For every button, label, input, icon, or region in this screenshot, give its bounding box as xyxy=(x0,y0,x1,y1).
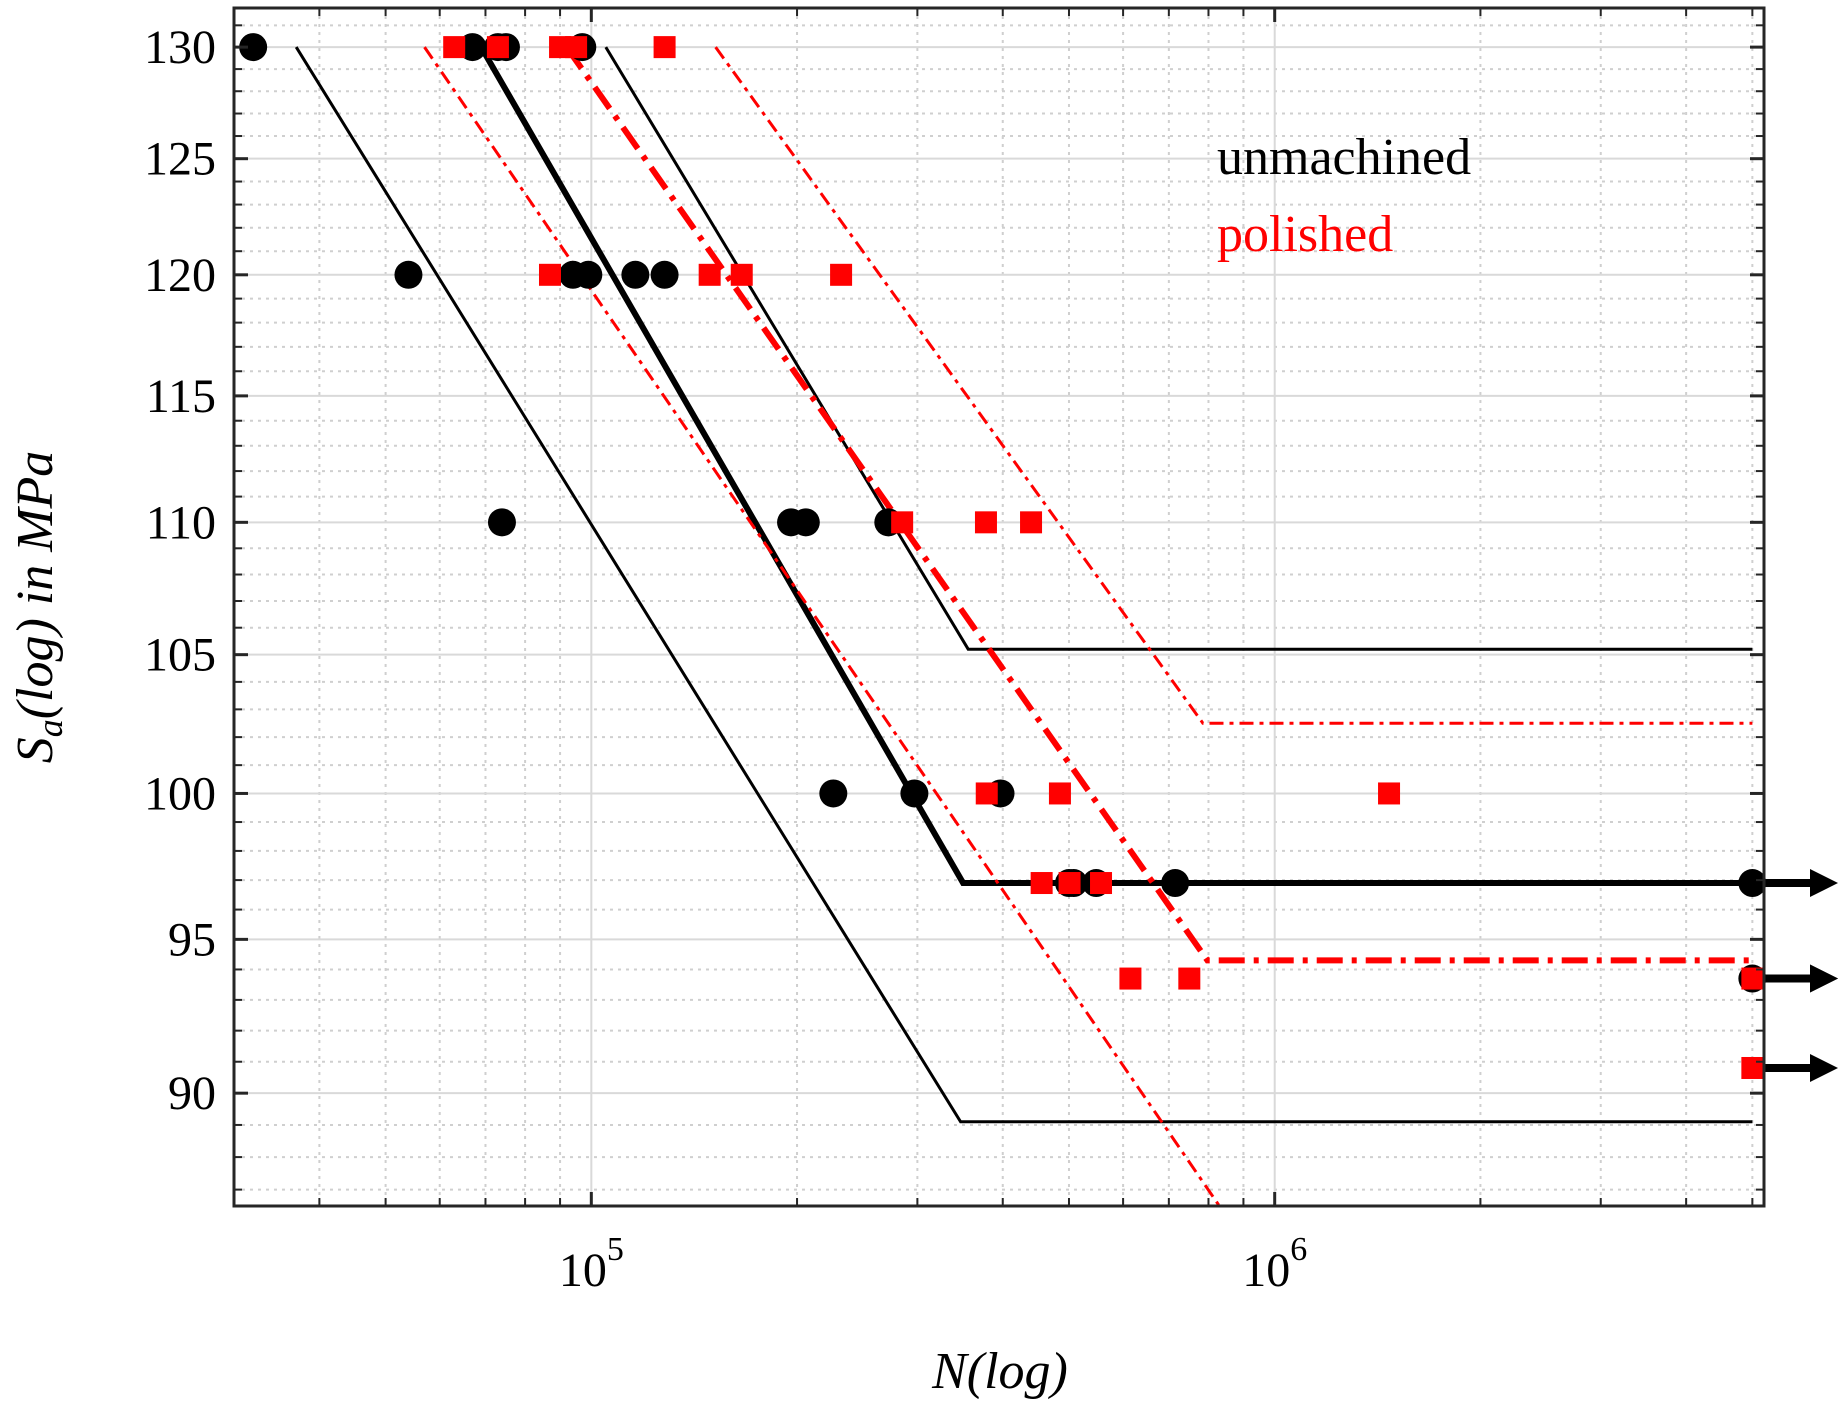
polished-point xyxy=(698,263,721,286)
axis-ticks xyxy=(233,8,1764,1206)
polished-point xyxy=(1741,967,1764,990)
x-tick-label: 106 xyxy=(1242,1231,1307,1297)
runout-arrow-head xyxy=(1810,964,1838,993)
runout-arrow-head xyxy=(1810,869,1838,898)
unmachined-point xyxy=(650,260,679,289)
polished-upper-line xyxy=(714,46,1753,725)
plot-frame xyxy=(232,6,1766,1208)
unmachined-point xyxy=(458,33,487,62)
y-tick-label: 110 xyxy=(146,496,216,549)
unmachined-point xyxy=(900,779,929,808)
unmachined-point xyxy=(1738,869,1767,898)
legend-unmachined: unmachined xyxy=(1217,129,1471,186)
unmachined-lower-line xyxy=(294,46,1753,1124)
polished-point xyxy=(486,36,509,59)
unmachined-point xyxy=(394,260,423,289)
y-tick-labels: 90 95 100 105 110 115 120 125 130 xyxy=(144,21,216,1120)
polished-point xyxy=(1378,782,1401,805)
polished-point xyxy=(653,36,676,59)
polished-point xyxy=(830,263,853,286)
y-tick-label: 95 xyxy=(168,913,216,966)
polished-point xyxy=(891,511,914,534)
y-tick-label: 130 xyxy=(144,21,216,74)
polished-point xyxy=(974,511,997,534)
y-tick-label: 100 xyxy=(144,767,216,820)
unmachined-point xyxy=(487,508,516,537)
x-tick-label: 105 xyxy=(559,1231,624,1297)
polished-point xyxy=(1119,967,1142,990)
polished-point xyxy=(1090,872,1113,895)
unmachined-upper-line xyxy=(604,46,1753,651)
legend-polished: polished xyxy=(1217,206,1393,263)
x-axis-label: N(log) xyxy=(931,1343,1068,1400)
polished-point xyxy=(1020,511,1043,534)
polished-point xyxy=(975,782,998,805)
polished-point xyxy=(1048,782,1071,805)
runout-arrow-head xyxy=(1810,1053,1838,1082)
polished-point xyxy=(565,36,588,59)
polished-point xyxy=(1178,967,1201,990)
unmachined-point xyxy=(791,508,820,537)
unmachined-point xyxy=(1161,869,1190,898)
unmachined-point xyxy=(819,779,848,808)
polished-mean-line xyxy=(564,45,1753,964)
unmachined-point xyxy=(574,260,603,289)
x-tick-labels: 105 106 xyxy=(559,1231,1307,1297)
unmachined-mean-line xyxy=(478,45,1753,886)
polished-point xyxy=(443,36,466,59)
fit-lines xyxy=(294,45,1753,1206)
y-tick-label: 90 xyxy=(168,1067,216,1120)
polished-point xyxy=(1058,872,1081,895)
y-axis-label: Sa(log) in MPa xyxy=(7,451,70,764)
y-tick-label: 115 xyxy=(146,370,216,423)
y-tick-label: 125 xyxy=(144,133,216,186)
polished-point xyxy=(1741,1056,1764,1079)
polished-point xyxy=(538,263,561,286)
polished-point xyxy=(1030,872,1053,895)
unmachined-point xyxy=(239,33,268,62)
runout-arrows xyxy=(1762,869,1838,1082)
unmachined-point xyxy=(621,260,650,289)
y-tick-label: 105 xyxy=(144,629,216,682)
minor-grid xyxy=(233,8,1764,1206)
polished-point xyxy=(730,263,753,286)
data-points xyxy=(239,33,1767,1079)
y-tick-label: 120 xyxy=(144,249,216,302)
